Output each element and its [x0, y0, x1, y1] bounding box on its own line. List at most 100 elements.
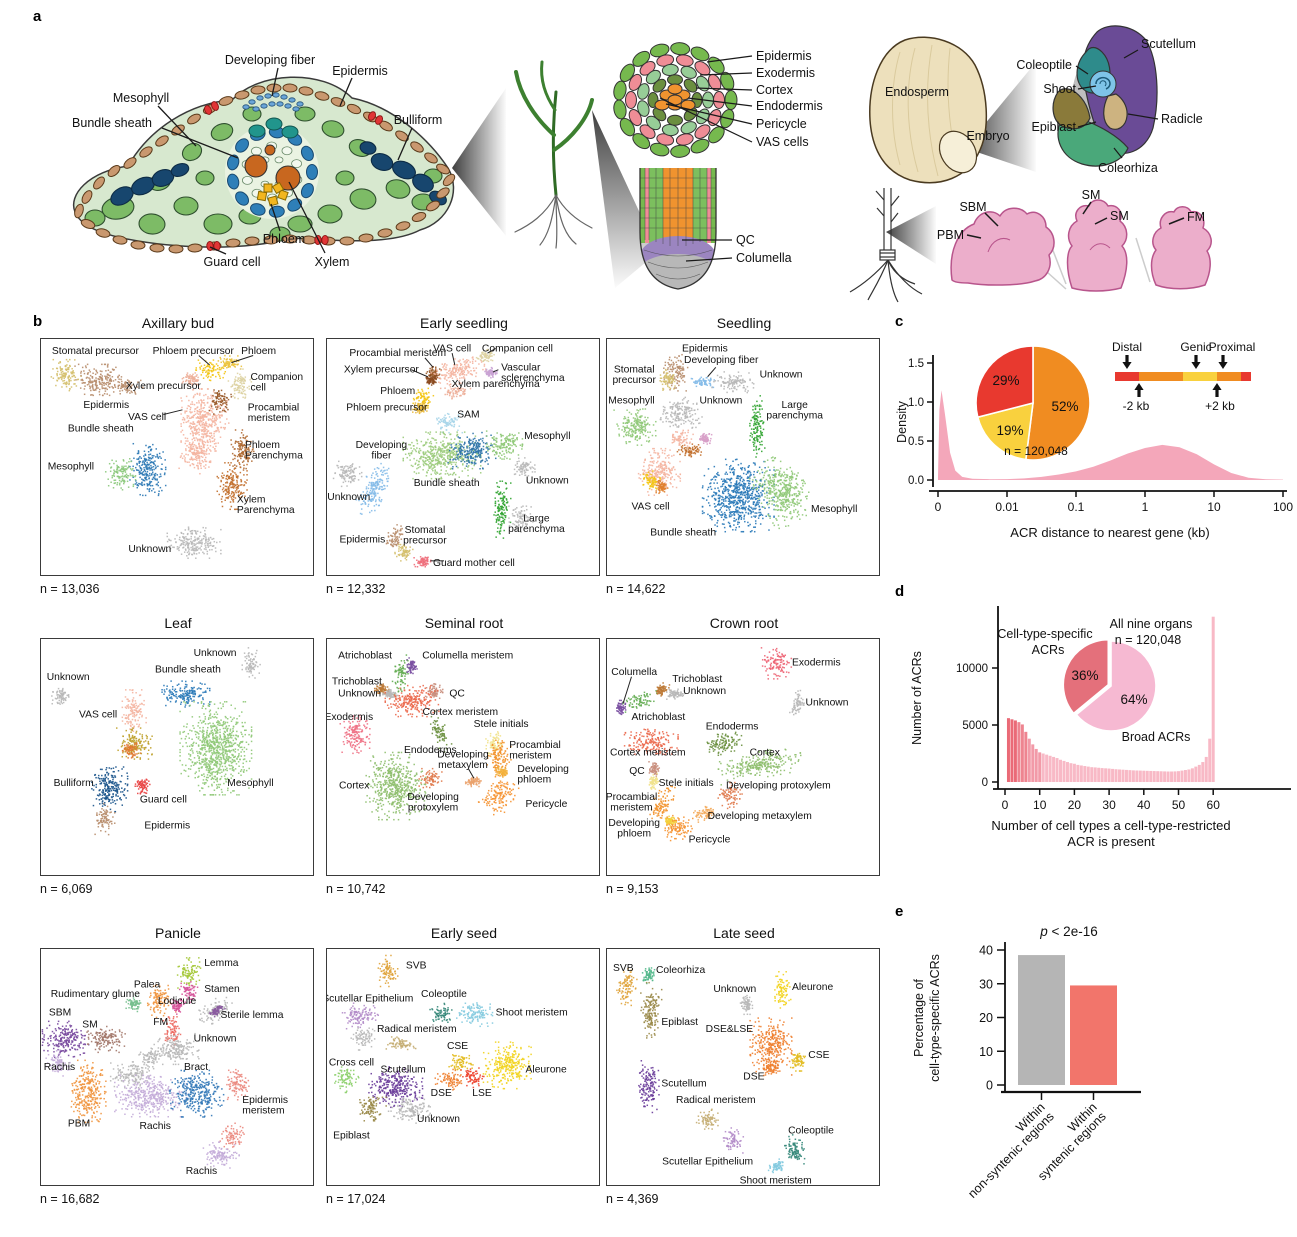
pie-n-label: n = 120,048 — [1115, 633, 1181, 647]
hist-bar — [1156, 771, 1160, 782]
hist-bar — [1069, 763, 1073, 782]
hist-bar — [1204, 756, 1208, 782]
label-xylem: Xylem — [315, 255, 350, 269]
x-tick-label: 20 — [1068, 798, 1082, 812]
hist-bar — [1187, 769, 1191, 782]
y-axis-title-line2: cell-type-specific ACRs — [928, 954, 942, 1082]
legend-stripe-segment — [1217, 372, 1241, 381]
panel-a-anatomy: Developing fiber Epidermis Mesophyll Bun… — [72, 25, 1212, 303]
x-tick-label: 10 — [1207, 500, 1221, 514]
leaf-vascular-bundle — [225, 92, 319, 219]
y-tick-label: 1.5 — [908, 358, 924, 370]
hist-bar — [1086, 766, 1090, 782]
label-qc: QC — [736, 233, 755, 247]
pie-slice — [976, 401, 1034, 461]
hist-bar — [1211, 616, 1215, 782]
hist-bar — [1149, 770, 1153, 782]
umap-n-count: n = 6,069 — [40, 882, 93, 896]
zoom-wedge-plant-root — [592, 110, 658, 288]
x-tick-label: 0.1 — [1068, 500, 1085, 514]
umap-n-count: n = 16,682 — [40, 1192, 100, 1206]
umap-plot: SVB Coleorhiza Epiblast Unknown Aleurone DSE&… — [606, 948, 880, 1186]
umap-n-count: n = 4,369 — [606, 1192, 659, 1206]
hist-bar — [1072, 763, 1076, 782]
hist-bar — [1083, 766, 1087, 782]
legend-plus-2kb: +2 kb — [1205, 399, 1235, 413]
pie-slice — [1024, 345, 1091, 461]
label-bundle-sheath: Bundle sheath — [72, 116, 152, 130]
hist-bar — [1183, 770, 1187, 782]
arrow-up-icon — [1134, 383, 1144, 397]
umap-panel-axillary-bud: Axillary bud Stomatal precursor Epidermis… — [40, 315, 316, 596]
hist-bar — [1076, 764, 1080, 782]
hist-bar — [1052, 756, 1056, 782]
y-tick-label: 5000 — [962, 720, 988, 732]
hist-bar — [1100, 768, 1104, 782]
hist-bar — [1041, 753, 1045, 782]
seed-diagram: Endosperm Embryo — [869, 36, 1010, 184]
hist-bar — [1090, 767, 1094, 782]
hist-bar — [1163, 771, 1167, 782]
umap-panel-early-seed: Early seed SVB Coleoptile Scutellar Epithe… — [326, 925, 602, 1206]
umap-panel-crown-root: Crown root Exodermis Columella Atrichoblas… — [606, 615, 882, 896]
x-tick-label: 0.01 — [995, 500, 1019, 514]
hist-bar — [1097, 767, 1101, 782]
hist-bar — [1104, 768, 1108, 782]
seedling-sketch — [849, 188, 923, 303]
y-axis-title: Density — [895, 400, 909, 442]
y-tick-label: 0.0 — [908, 475, 924, 487]
pie-pct-specific: 36% — [1071, 668, 1098, 683]
umap-title: Leaf — [164, 615, 192, 631]
label-sbm: SBM — [959, 200, 986, 214]
umap-n-count: n = 9,153 — [606, 882, 659, 896]
label-bulliform: Bulliform — [394, 113, 443, 127]
legend-stripe-segment — [1115, 372, 1139, 381]
legend-stripe-segment — [1183, 372, 1217, 381]
hist-bar — [1010, 719, 1014, 782]
label-fm: FM — [1187, 210, 1205, 224]
hist-bar — [1107, 768, 1111, 782]
y-tick-label: 10 — [979, 1045, 993, 1059]
hist-bar — [1152, 771, 1156, 782]
umap-plot: Unknown Bundle sheath Unknown VAS cell Mesop… — [40, 638, 314, 876]
y-tick-label: 30 — [979, 977, 993, 991]
meristem-diagrams: SBM PBM SM SM FM — [937, 188, 1212, 292]
hist-bar — [1135, 770, 1139, 782]
panel-d-acr-histogram: 0 5000 10000 0 10 20 30 40 50 60 Number of ACRs Num… — [910, 606, 1291, 849]
umap-panel-leaf: Leaf Unknown Bundle sheath Unknown VAS cell… — [40, 615, 316, 896]
x-tick-label: 50 — [1172, 798, 1186, 812]
panel-letter-a: a — [33, 8, 42, 25]
y-axis-title: Number of ACRs — [910, 651, 924, 745]
x-axis-title-line1: Number of cell types a cell-type-restric… — [991, 818, 1230, 833]
zoom-wedge-plant-meristem — [886, 206, 936, 264]
caption-specific-line2: ACRs — [1032, 643, 1065, 657]
x-tick-label: 30 — [1102, 798, 1116, 812]
panel-letter-d: d — [895, 583, 905, 600]
label-columella: Columella — [736, 251, 792, 265]
y-axis-title-line1: Percentage of — [912, 979, 926, 1057]
y-tick-label: 20 — [979, 1011, 993, 1025]
x-tick-label: 10 — [1033, 798, 1047, 812]
hist-bar — [1034, 748, 1038, 782]
arrow-down-icon — [1191, 355, 1201, 369]
hist-bar — [1118, 769, 1122, 782]
legend-stripe-segment — [1139, 372, 1183, 381]
hist-bar — [1124, 769, 1128, 782]
hist-bar — [1038, 752, 1042, 782]
panel-letter-b: b — [33, 313, 43, 330]
legend-minus-2kb: -2 kb — [1123, 399, 1150, 413]
hist-bar — [1166, 771, 1170, 782]
hist-bar — [1180, 770, 1184, 782]
caption-broad: Broad ACRs — [1122, 730, 1191, 744]
pie-slice — [975, 345, 1034, 419]
umap-plot: Exodermis Columella Atrichoblast Trichoblas… — [606, 638, 880, 876]
umap-n-count: n = 14,622 — [606, 582, 666, 596]
legend-genic: Genic — [1180, 340, 1211, 354]
x-tick-label: 0 — [935, 500, 942, 514]
label-phloem: Phloem — [263, 232, 305, 246]
label-root-epidermis: Epidermis — [756, 49, 812, 63]
umap-n-count: n = 12,332 — [326, 582, 386, 596]
hist-bar — [1055, 758, 1059, 782]
pie-pct-proximal: 52% — [1051, 399, 1078, 414]
label-root-endodermis: Endodermis — [756, 99, 823, 113]
